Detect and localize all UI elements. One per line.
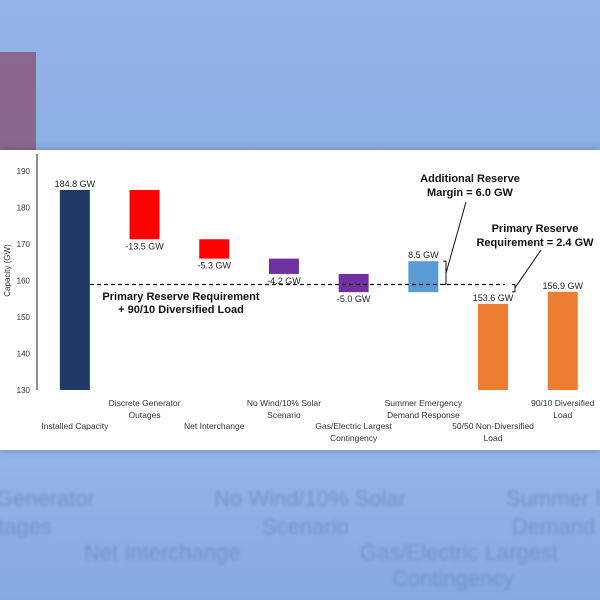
- additional-reserve-bracket: [443, 260, 447, 286]
- ghost-label: Generator: [0, 486, 96, 511]
- category-label: Discrete Generator: [109, 398, 181, 408]
- ghost-label: Contingency: [392, 566, 515, 591]
- ghost-label: No Wind/10% Solar: [214, 486, 406, 511]
- reference-label: + 90/10 Diversified Load: [118, 304, 244, 316]
- bar: [268, 258, 299, 274]
- ghost-label: Summer Em: [506, 486, 600, 511]
- category-label: Net Interchange: [184, 421, 245, 431]
- category-label: Load: [553, 410, 572, 420]
- bar-value-label: -5.0 GW: [337, 294, 371, 304]
- category-label: Summer Emergency: [385, 398, 463, 408]
- additional-reserve-leader: [445, 201, 467, 274]
- waterfall-chart: 130 140 150 160 170 180 190 Capacity (GW) 184.8 …: [3, 154, 595, 443]
- bar-value-label: 184.8 GW: [55, 179, 96, 189]
- y-tick-label: 190: [17, 167, 31, 176]
- bar-value-label: -13.5 GW: [125, 241, 164, 251]
- bar: [129, 189, 160, 240]
- y-tick-label: 180: [17, 204, 31, 213]
- ghost-label: tages: [0, 514, 52, 539]
- bar: [547, 291, 578, 390]
- y-tick-label: 170: [17, 240, 31, 249]
- primary-reserve-leader: [514, 249, 542, 289]
- bar: [408, 261, 439, 293]
- blurred-background-bottom: Generator tages Net Interchange No Wind/…: [0, 452, 600, 600]
- category-label: Outages: [128, 410, 160, 420]
- chart-panel: 130 140 150 160 170 180 190 Capacity (GW) 184.8 …: [0, 150, 600, 450]
- bar: [338, 273, 369, 293]
- category-label: Demand Response: [387, 410, 460, 420]
- y-tick-label: 150: [17, 313, 31, 322]
- additional-reserve-label: Margin = 6.0 GW: [427, 187, 513, 199]
- y-tick-label: 130: [17, 386, 31, 395]
- bar-value-label: 156.9 GW: [542, 281, 583, 291]
- y-tick-label: 160: [17, 277, 31, 286]
- ghost-label: Gas/Electric Largest: [360, 540, 559, 565]
- category-label: 50/50 Non-Diversified: [452, 421, 534, 431]
- reference-label: Primary Reserve Requirement: [102, 291, 259, 303]
- category-label: Contingency: [330, 433, 378, 443]
- bar: [199, 239, 230, 259]
- bar-value-label: -5.3 GW: [197, 261, 231, 271]
- bar: [59, 189, 90, 390]
- category-label: Scenario: [267, 410, 301, 420]
- ghost-label: Net Interchange: [84, 540, 241, 565]
- category-label: 90/10 Diversified: [531, 398, 595, 408]
- primary-reserve-label: Primary Reserve: [492, 223, 579, 235]
- primary-reserve-bracket: [512, 284, 516, 293]
- bar-value-label: 8.5 GW: [408, 250, 439, 260]
- category-label: Load: [484, 433, 503, 443]
- ghost-label: Demand Re: [512, 514, 600, 539]
- y-tick-label: 140: [17, 350, 31, 359]
- category-label: No Wind/10% Solar: [247, 398, 321, 408]
- y-axis-title: Capacity (GW): [3, 244, 12, 297]
- category-label: Gas/Electric Largest: [315, 421, 392, 431]
- bar: [478, 303, 509, 390]
- blurred-background-bar: [0, 52, 36, 150]
- additional-reserve-label: Additional Reserve: [420, 173, 520, 185]
- blurred-background-top: [0, 0, 600, 150]
- bar-value-label: 153.6 GW: [473, 293, 514, 303]
- primary-reserve-label: Requirement = 2.4 GW: [476, 237, 594, 249]
- bar-value-label: -4.2 GW: [267, 276, 301, 286]
- ghost-label: Scenario: [262, 514, 349, 539]
- category-label: Installed Capacity: [41, 421, 109, 431]
